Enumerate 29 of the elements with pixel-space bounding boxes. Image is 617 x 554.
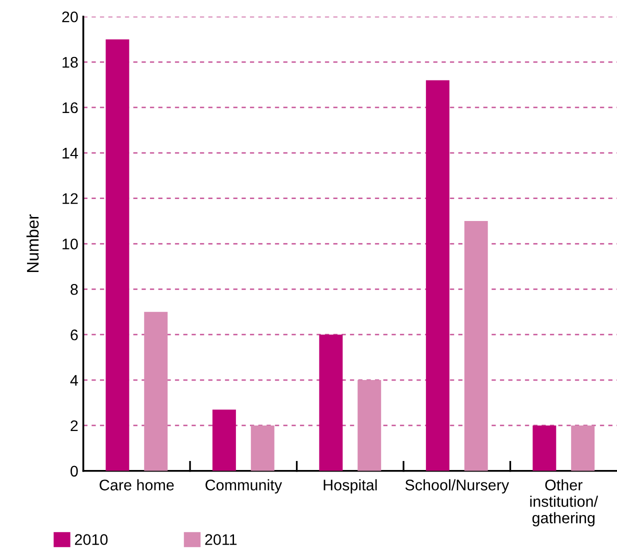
- bar: [358, 380, 382, 471]
- bar: [144, 312, 168, 471]
- y-tick-label: 0: [70, 466, 78, 477]
- y-tick-label: 6: [70, 329, 78, 340]
- x-tick-label: Other institution/ gathering: [530, 479, 598, 526]
- x-tick-label: Community: [206, 479, 282, 494]
- x-tick-label: Care home: [100, 479, 174, 490]
- y-tick-label: 12: [62, 193, 78, 204]
- y-tick-label: 10: [62, 238, 78, 250]
- y-axis-title: Number: [26, 214, 39, 272]
- y-tick-label: 14: [62, 148, 78, 158]
- legend-label: 2010: [74, 534, 108, 545]
- bar: [532, 425, 556, 471]
- y-tick-label: 16: [62, 102, 78, 114]
- bar: [464, 221, 488, 471]
- bar: [212, 410, 236, 471]
- bar: [250, 425, 274, 471]
- y-tick-label: 18: [62, 56, 78, 68]
- bar: [319, 334, 343, 471]
- bar: [106, 39, 130, 471]
- bar: [571, 425, 595, 471]
- y-tick-label: 8: [70, 284, 78, 295]
- x-tick-label: School/Nursery: [405, 479, 510, 494]
- x-tick-label: Hospital: [324, 479, 377, 494]
- y-tick-label: 4: [70, 375, 78, 386]
- y-tick-label: 20: [62, 11, 78, 22]
- y-tick-label: 2: [70, 420, 78, 432]
- legend-label: 2011: [205, 534, 237, 545]
- bar: [426, 80, 450, 471]
